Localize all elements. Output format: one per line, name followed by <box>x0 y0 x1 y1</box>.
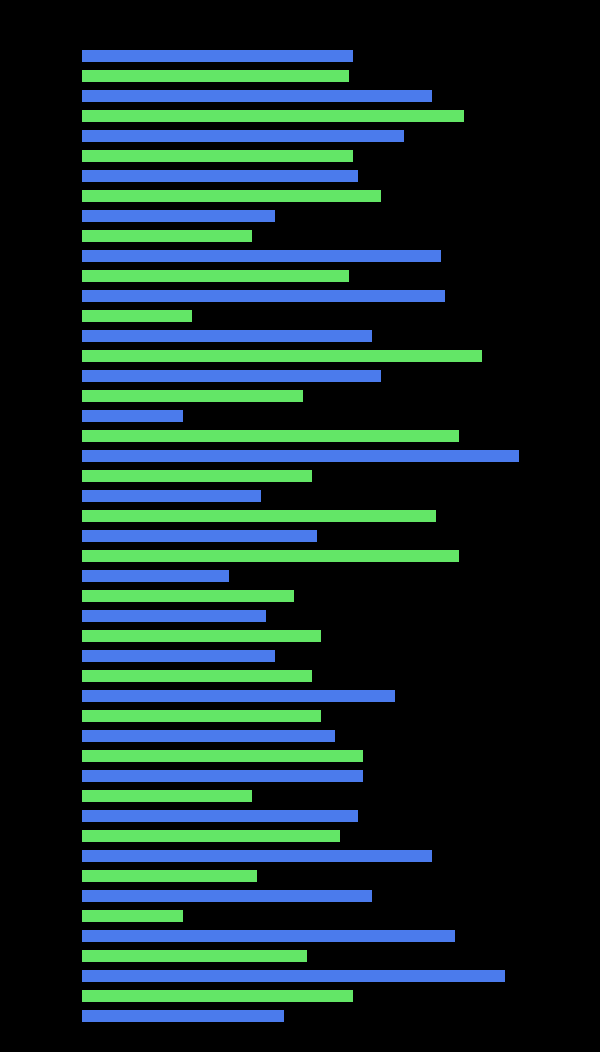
bar-41 <box>82 870 257 882</box>
bar-17 <box>82 390 303 402</box>
bar-25 <box>82 550 459 562</box>
bar-4 <box>82 130 404 142</box>
bar-21 <box>82 470 312 482</box>
bar-45 <box>82 950 307 962</box>
plot-area <box>82 50 542 1024</box>
bar-37 <box>82 790 252 802</box>
bar-3 <box>82 110 464 122</box>
bar-12 <box>82 290 445 302</box>
bar-34 <box>82 730 335 742</box>
bar-28 <box>82 610 266 622</box>
bar-13 <box>82 310 192 322</box>
bar-8 <box>82 210 275 222</box>
bar-31 <box>82 670 312 682</box>
bar-38 <box>82 810 358 822</box>
bar-1 <box>82 70 349 82</box>
bar-18 <box>82 410 183 422</box>
bar-43 <box>82 910 183 922</box>
bar-7 <box>82 190 381 202</box>
bar-42 <box>82 890 372 902</box>
horizontal-bar-chart <box>0 0 600 1052</box>
bar-26 <box>82 570 229 582</box>
bar-32 <box>82 690 395 702</box>
bar-29 <box>82 630 321 642</box>
bar-39 <box>82 830 340 842</box>
bar-2 <box>82 90 432 102</box>
bar-10 <box>82 250 441 262</box>
bar-0 <box>82 50 353 62</box>
bar-16 <box>82 370 381 382</box>
bar-9 <box>82 230 252 242</box>
bar-48 <box>82 1010 284 1022</box>
bar-46 <box>82 970 505 982</box>
bar-15 <box>82 350 482 362</box>
bar-33 <box>82 710 321 722</box>
bar-40 <box>82 850 432 862</box>
bar-35 <box>82 750 363 762</box>
bar-27 <box>82 590 294 602</box>
bar-36 <box>82 770 363 782</box>
bar-47 <box>82 990 353 1002</box>
bar-5 <box>82 150 353 162</box>
bar-19 <box>82 430 459 442</box>
bar-20 <box>82 450 519 462</box>
bar-22 <box>82 490 261 502</box>
bar-44 <box>82 930 455 942</box>
bar-14 <box>82 330 372 342</box>
bar-30 <box>82 650 275 662</box>
bar-23 <box>82 510 436 522</box>
bar-24 <box>82 530 317 542</box>
bar-6 <box>82 170 358 182</box>
bar-11 <box>82 270 349 282</box>
